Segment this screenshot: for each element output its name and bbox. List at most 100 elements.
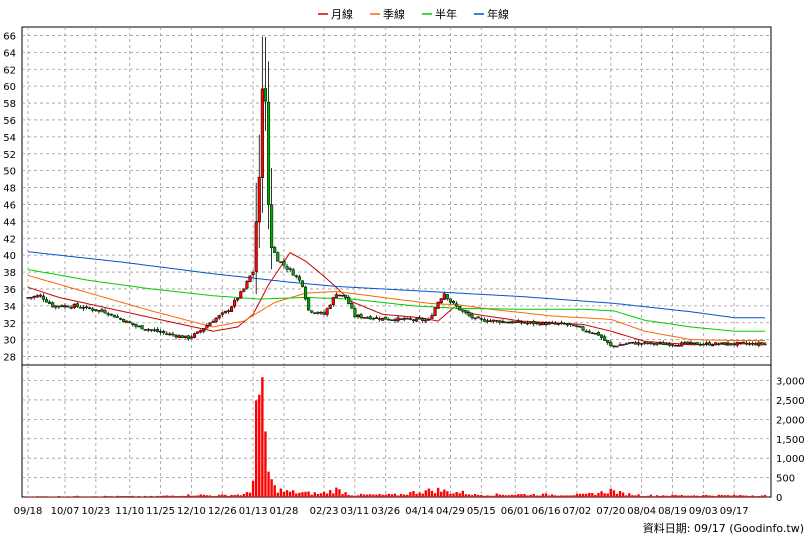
candle-body	[510, 321, 514, 324]
candle-body	[541, 322, 545, 326]
volume-bar	[221, 494, 224, 497]
candle-body	[461, 309, 465, 312]
candle-body	[757, 342, 761, 346]
candle-body	[347, 296, 351, 305]
volume-bar	[736, 495, 739, 497]
volume-bar	[202, 494, 205, 497]
candle-body	[242, 288, 246, 292]
volume-bar	[720, 495, 724, 497]
volume-bar	[729, 495, 733, 497]
candle-body	[186, 335, 190, 340]
volume-bar	[461, 490, 464, 497]
candle-body	[544, 322, 548, 326]
volume-bar	[634, 495, 637, 497]
price-tick-label: 56	[3, 116, 16, 127]
candle-body	[393, 319, 397, 321]
volume-bar	[156, 495, 159, 497]
candle-body	[189, 336, 193, 339]
volume-bar	[199, 494, 202, 497]
volume-bar	[94, 496, 98, 497]
volume-bar	[551, 494, 554, 497]
volume-bar	[267, 471, 270, 497]
volume-bar	[473, 494, 477, 497]
volume-bar	[187, 494, 190, 497]
candle-body	[44, 299, 49, 303]
candle-body	[661, 342, 665, 345]
volume-bar	[322, 491, 326, 497]
volume-bar	[258, 394, 261, 497]
price-tick-label: 58	[3, 99, 16, 110]
candle-body	[350, 302, 354, 309]
candle-body	[686, 341, 690, 345]
volume-bar	[557, 495, 560, 497]
price-tick-label: 32	[3, 319, 16, 330]
date-tick-label: 09/18	[14, 506, 43, 517]
candle-body	[155, 329, 160, 332]
volume-bar	[356, 495, 360, 497]
candle-body	[680, 342, 684, 347]
candle-body	[735, 342, 739, 346]
candle-body	[279, 261, 283, 263]
candle-body	[618, 344, 622, 346]
candle-body	[674, 344, 678, 347]
volume-bar	[264, 431, 267, 497]
candle-body	[399, 318, 403, 320]
legend-label-2: 半年	[435, 7, 457, 21]
candle-body	[732, 343, 736, 346]
volume-bar	[381, 494, 384, 497]
candle-body	[63, 305, 67, 308]
volume-bar	[261, 377, 264, 497]
ma-line-half	[27, 269, 765, 332]
volume-bar	[51, 496, 54, 497]
volume-bar	[477, 494, 480, 497]
legend-label-0: 月線	[331, 7, 353, 21]
candle-body	[35, 295, 39, 298]
price-tick-label: 36	[3, 285, 16, 296]
candle-body	[313, 312, 317, 314]
volume-bar	[66, 496, 70, 497]
volume-bar	[532, 493, 535, 497]
candle-body	[353, 308, 357, 317]
candle-body	[211, 321, 215, 323]
candle-body	[701, 343, 705, 346]
volume-bar	[603, 493, 606, 497]
volume-panel-frame	[21, 364, 772, 498]
candle-body	[427, 318, 431, 321]
volume-bar	[307, 491, 310, 497]
volume-bar	[732, 494, 736, 497]
candle-body	[513, 321, 517, 324]
volume-bar	[748, 495, 751, 497]
candle-body	[223, 310, 227, 314]
price-tick-label: 60	[3, 82, 16, 93]
volume-bar	[276, 492, 279, 497]
volume-bar	[588, 492, 591, 497]
candle-body	[322, 312, 326, 315]
ma-line-year	[27, 251, 765, 319]
price-tick-label: 30	[3, 336, 16, 347]
volume-bar	[597, 493, 600, 497]
price-tick-label: 66	[3, 31, 16, 42]
volume-bar	[529, 494, 532, 497]
volume-bar	[26, 496, 30, 497]
candle-body	[402, 317, 406, 320]
candle-body	[60, 305, 64, 308]
candle-body	[421, 318, 425, 321]
volume-bar	[621, 492, 625, 497]
candle-body	[451, 301, 456, 304]
candle-body	[698, 343, 702, 346]
candle-body	[233, 299, 237, 307]
candle-body	[590, 332, 594, 335]
volume-bar	[757, 496, 761, 497]
volume-bar	[554, 495, 557, 497]
candlesticks	[26, 36, 767, 349]
volume-bar	[150, 495, 153, 497]
candle-body	[738, 342, 742, 344]
date-tick-label: 04/14	[405, 506, 434, 517]
candle-body	[356, 314, 360, 318]
candle-body	[97, 310, 101, 312]
volume-bar	[452, 493, 455, 497]
price-tick-label: 50	[3, 167, 16, 178]
volume-bar	[177, 495, 181, 497]
volume-bar	[140, 496, 144, 497]
